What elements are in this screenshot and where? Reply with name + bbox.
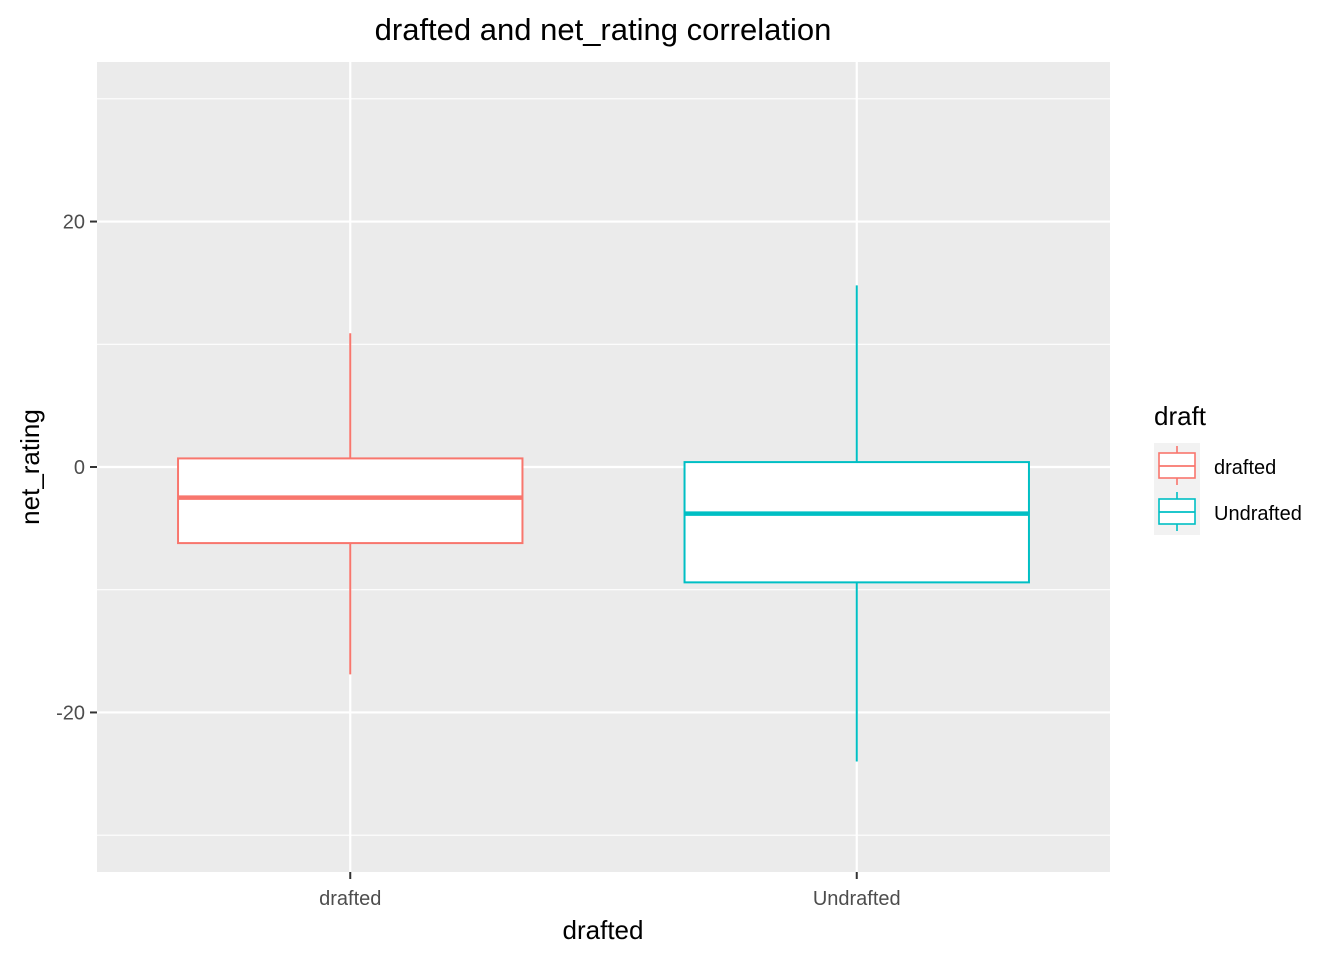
- y-tick-label: 0: [74, 457, 85, 479]
- y-axis-title: net_rating: [15, 409, 45, 525]
- legend-title: draft: [1154, 401, 1207, 431]
- iqr-box: [683, 461, 1030, 584]
- y-tick-label: 20: [63, 212, 85, 234]
- legend-keys: drafted Undrafted: [1154, 443, 1302, 535]
- legend: draft drafted Undrafted: [1154, 401, 1302, 535]
- iqr-box: [177, 457, 524, 545]
- box-undrafted: [683, 285, 1030, 762]
- legend-key-undrafted: Undrafted: [1154, 489, 1302, 535]
- legend-label: Undrafted: [1214, 503, 1302, 525]
- box-layer: [177, 285, 1030, 762]
- legend-label: drafted: [1214, 457, 1276, 479]
- y-tick-label: -20: [56, 702, 85, 724]
- legend-key-drafted: drafted: [1154, 443, 1276, 489]
- chart-title: drafted and net_rating correlation: [375, 12, 832, 47]
- axes: -20 0 20 drafted Undrafted: [56, 212, 901, 910]
- x-tick-label: Undrafted: [813, 888, 901, 910]
- x-axis-title: drafted: [563, 915, 644, 945]
- x-tick-label: drafted: [319, 888, 381, 910]
- box-drafted: [177, 333, 524, 675]
